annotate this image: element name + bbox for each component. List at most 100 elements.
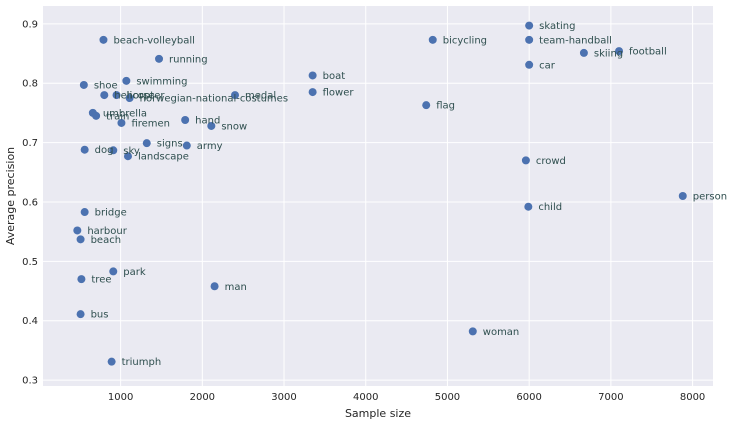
point-label: umbrella: [103, 108, 147, 119]
point-label: woman: [483, 327, 520, 338]
data-point: [210, 282, 219, 291]
data-point: [231, 91, 240, 100]
point-label: bus: [91, 310, 109, 321]
y-tick-label: 0.4: [22, 316, 38, 327]
point-label: landscape: [138, 152, 189, 163]
data-point: [76, 310, 85, 319]
data-point: [525, 35, 534, 44]
point-label: car: [539, 60, 556, 71]
data-point: [521, 156, 530, 165]
point-label: flower: [323, 88, 355, 99]
point-label: bridge: [95, 208, 127, 219]
x-tick-label: 8000: [680, 392, 705, 403]
y-tick-label: 0.9: [22, 19, 38, 30]
y-tick-label: 0.3: [22, 376, 38, 387]
point-label: sky: [123, 146, 140, 157]
y-tick-label: 0.7: [22, 138, 38, 149]
point-label: bicycling: [443, 35, 487, 46]
y-tick-label: 0.5: [22, 257, 38, 268]
y-tick-labels: 0.3 0.4 0.5 0.6 0.7 0.8 0.9: [22, 19, 38, 386]
y-tick-label: 0.8: [22, 79, 38, 90]
data-point: [579, 48, 588, 57]
data-point: [142, 139, 151, 148]
point-label: child: [538, 202, 562, 213]
x-tick-label: 6000: [516, 392, 541, 403]
data-point: [468, 327, 477, 336]
x-axis-label: Sample size: [345, 407, 411, 420]
point-label: beach-volleyball: [113, 35, 194, 46]
x-tick-label: 1000: [108, 392, 133, 403]
data-point: [182, 141, 191, 150]
data-point: [99, 35, 108, 44]
point-label: army: [197, 141, 223, 152]
point-label: beach: [91, 235, 121, 246]
y-tick-label: 0.6: [22, 197, 38, 208]
data-point: [525, 21, 534, 30]
point-label: norwegian-national-costumes: [140, 94, 288, 105]
data-point: [123, 152, 132, 161]
point-label: snow: [221, 121, 247, 132]
data-point: [125, 94, 134, 103]
point-label: boat: [323, 71, 346, 82]
data-point: [77, 275, 86, 284]
point-labels: skating team-handball bicycling beach-volle…: [87, 21, 727, 368]
point-label: skating: [539, 21, 575, 32]
point-label: crowd: [536, 156, 566, 167]
data-point: [109, 267, 118, 276]
data-point: [80, 208, 89, 217]
data-point: [112, 91, 121, 100]
point-label: park: [123, 267, 146, 278]
x-tick-label: 7000: [598, 392, 623, 403]
point-label: firemen: [131, 118, 170, 129]
point-label: flag: [436, 101, 455, 112]
data-point: [76, 235, 85, 244]
data-point: [100, 91, 109, 100]
point-label: signs: [157, 139, 183, 150]
point-label: triumph: [122, 357, 162, 368]
data-point: [678, 192, 687, 200]
data-point: [73, 226, 82, 235]
data-points: [73, 21, 687, 366]
point-label: dog: [95, 145, 114, 156]
plot-area: [43, 6, 713, 386]
point-label: horse: [127, 91, 155, 102]
x-tick-label: 5000: [435, 392, 460, 403]
point-label: shoe: [94, 80, 118, 91]
y-axis-label: Average precision: [4, 147, 17, 245]
point-label: running: [169, 54, 208, 65]
point-label: train: [106, 111, 129, 122]
data-point: [422, 101, 431, 110]
data-point: [109, 146, 118, 155]
point-label: tree: [91, 275, 111, 286]
data-point: [308, 71, 317, 80]
data-point: [79, 80, 88, 89]
point-label: medal: [245, 91, 276, 102]
point-label: hand: [195, 116, 220, 127]
point-label: harbour: [87, 226, 127, 237]
point-label: skiing: [594, 48, 623, 59]
grid-lines: [43, 6, 713, 386]
data-point: [207, 121, 216, 130]
data-point: [525, 60, 534, 69]
x-tick-label: 3000: [271, 392, 296, 403]
point-label: team-handball: [539, 35, 612, 46]
data-point: [615, 47, 624, 56]
point-label: helicopter: [114, 91, 165, 102]
x-tick-labels: 1000 2000 3000 4000 5000 6000 7000 8000: [108, 392, 705, 403]
data-point: [80, 145, 89, 154]
x-tick-label: 4000: [353, 392, 378, 403]
data-point: [524, 202, 533, 211]
point-label: man: [225, 282, 247, 293]
x-tick-label: 2000: [190, 392, 215, 403]
data-point: [181, 116, 190, 124]
data-point: [155, 54, 164, 63]
data-point: [122, 76, 131, 85]
data-point: [117, 118, 126, 127]
data-point: [92, 111, 101, 120]
data-point: [107, 357, 116, 366]
data-point: [428, 35, 437, 44]
point-label: person: [693, 192, 727, 203]
point-label: swimming: [136, 76, 187, 87]
